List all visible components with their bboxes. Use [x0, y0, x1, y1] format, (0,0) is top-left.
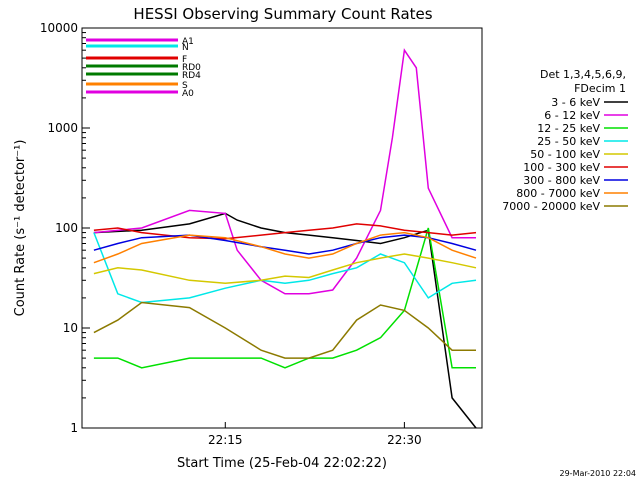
series-line-7	[93, 234, 477, 255]
y-tick-label: 10	[63, 321, 78, 335]
series-line-9	[93, 301, 476, 359]
series-line-8	[93, 231, 477, 264]
flag-label-f: F	[182, 55, 187, 65]
y-axis-label: Count Rate (s⁻¹ detector⁻¹)	[13, 140, 28, 317]
series-layer	[93, 48, 477, 429]
flag-label-a0: A0	[182, 89, 194, 99]
legend-header: FDecim 1	[574, 82, 626, 95]
series-line-5	[93, 253, 477, 285]
legend-label-5: 50 - 100 keV	[530, 148, 600, 161]
flag-label-a1: A1	[182, 37, 194, 47]
x-tick-label: 22:30	[387, 433, 422, 447]
y-tick-label: 1	[70, 421, 78, 435]
series-line-4	[93, 232, 477, 304]
y-tick-label: 10000	[40, 21, 78, 35]
flag-label-s: S	[182, 81, 188, 91]
series-line-3	[93, 227, 476, 369]
legend-label-6: 100 - 300 keV	[523, 161, 600, 174]
flag-label-rd0: RD0	[182, 63, 201, 73]
series-line-6	[93, 223, 477, 240]
legend-label-2: 6 - 12 keV	[544, 109, 600, 122]
y-tick-label: 100	[55, 221, 78, 235]
x-axis: 22:15 22:30	[208, 422, 422, 447]
legend-label-3: 12 - 25 keV	[537, 122, 600, 135]
y-axis: 1 10 100 1000 10000	[40, 21, 90, 435]
y-tick-label: 1000	[47, 121, 78, 135]
render-timestamp: 29-Mar-2010 22:04	[560, 469, 637, 478]
chart-title: HESSI Observing Summary Count Rates	[133, 5, 432, 23]
x-tick-label: 22:15	[208, 433, 243, 447]
legend-label-1: 3 - 6 keV	[551, 96, 600, 109]
x-axis-label: Start Time (25-Feb-04 22:02:22)	[177, 456, 387, 471]
flag-label-rd4: RD4	[182, 71, 201, 81]
legend-label-7: 300 - 800 keV	[523, 174, 600, 187]
legend-header: Det 1,3,4,5,6,9,	[540, 68, 626, 81]
series-line-1	[93, 212, 477, 429]
legend-label-8: 800 - 7000 keV	[516, 187, 600, 200]
series-line-2	[93, 48, 476, 295]
legend-label-9: 7000 - 20000 keV	[502, 200, 600, 213]
flag-label-n: N	[182, 43, 189, 53]
legend-label-4: 25 - 50 keV	[537, 135, 600, 148]
